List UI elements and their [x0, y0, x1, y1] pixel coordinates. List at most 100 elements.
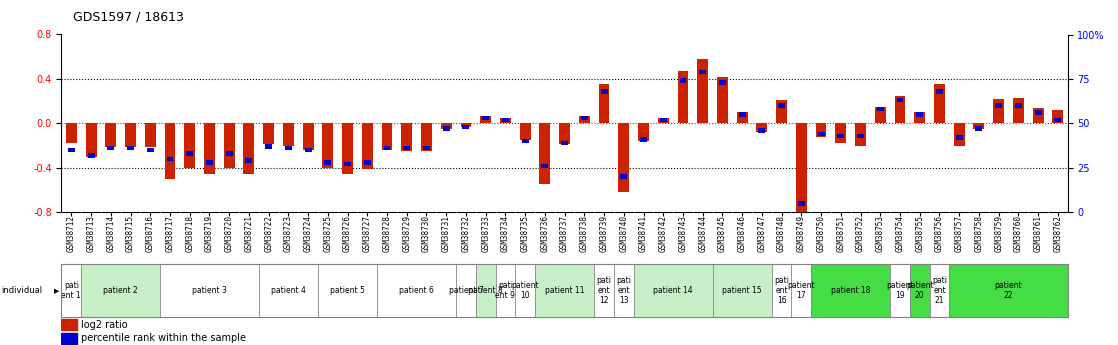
Bar — [776, 100, 787, 124]
Bar — [107, 146, 114, 150]
Text: GSM38723: GSM38723 — [284, 215, 293, 252]
Bar — [342, 124, 353, 175]
Text: log2 ratio: log2 ratio — [82, 319, 127, 329]
Bar — [638, 124, 648, 141]
Bar — [263, 124, 274, 145]
Bar — [1052, 110, 1063, 124]
Text: GSM38720: GSM38720 — [225, 215, 234, 252]
Text: GSM38716: GSM38716 — [145, 215, 154, 252]
Bar — [61, 319, 77, 330]
Text: GSM38739: GSM38739 — [599, 215, 608, 252]
Bar — [614, 264, 634, 317]
Bar — [500, 118, 511, 124]
Text: percentile rank within the sample: percentile rank within the sample — [82, 333, 246, 343]
Bar — [594, 264, 614, 317]
Bar — [502, 118, 509, 122]
Bar — [164, 124, 176, 179]
Bar — [324, 160, 331, 165]
Bar — [495, 264, 515, 317]
Bar — [224, 124, 235, 168]
Bar — [956, 135, 963, 140]
Bar — [304, 148, 312, 152]
Text: GSM38730: GSM38730 — [421, 215, 430, 252]
Bar — [362, 124, 372, 169]
Text: GSM38742: GSM38742 — [659, 215, 667, 252]
Bar — [877, 107, 883, 111]
Text: GSM38736: GSM38736 — [540, 215, 549, 252]
Bar — [717, 77, 728, 124]
Text: GSM38722: GSM38722 — [264, 215, 273, 252]
Bar — [68, 148, 75, 152]
Text: GSM38734: GSM38734 — [501, 215, 510, 252]
Bar — [522, 139, 529, 143]
Bar — [792, 264, 812, 317]
Bar — [858, 134, 864, 138]
Text: pati
ent 9: pati ent 9 — [495, 281, 515, 300]
Text: GSM38746: GSM38746 — [738, 215, 747, 252]
Bar — [146, 148, 153, 152]
Bar — [383, 146, 390, 150]
Text: GSM38756: GSM38756 — [935, 215, 944, 252]
Text: patient 14: patient 14 — [653, 286, 693, 295]
Bar — [719, 80, 726, 85]
Text: GSM38719: GSM38719 — [205, 215, 214, 252]
Text: GSM38735: GSM38735 — [521, 215, 530, 252]
Text: GDS1597 / 18613: GDS1597 / 18613 — [73, 10, 183, 23]
Bar — [600, 89, 607, 93]
Bar — [936, 89, 942, 93]
Bar — [401, 124, 413, 151]
Text: pati
ent
16: pati ent 16 — [774, 276, 789, 305]
Text: GSM38760: GSM38760 — [1014, 215, 1023, 252]
Bar — [579, 116, 590, 124]
Bar — [363, 160, 371, 165]
Text: GSM38752: GSM38752 — [856, 215, 865, 252]
Bar — [949, 264, 1068, 317]
Text: GSM38754: GSM38754 — [896, 215, 904, 252]
Text: patient 5: patient 5 — [330, 286, 364, 295]
Bar — [184, 124, 196, 168]
Bar — [125, 124, 136, 147]
Bar — [816, 124, 826, 137]
Text: patient
20: patient 20 — [906, 281, 934, 300]
Bar — [246, 158, 253, 163]
Text: patient 2: patient 2 — [103, 286, 138, 295]
Text: GSM38715: GSM38715 — [126, 215, 135, 252]
Bar — [344, 162, 351, 166]
Text: GSM38738: GSM38738 — [580, 215, 589, 252]
Text: GSM38753: GSM38753 — [875, 215, 884, 252]
Bar — [771, 264, 792, 317]
Bar — [423, 146, 430, 150]
Bar — [440, 124, 452, 129]
Bar — [798, 201, 805, 206]
Bar — [559, 124, 570, 145]
Text: GSM38745: GSM38745 — [718, 215, 727, 252]
Text: GSM38757: GSM38757 — [955, 215, 964, 252]
Text: patient
19: patient 19 — [887, 281, 913, 300]
Bar — [917, 112, 923, 117]
Bar — [205, 124, 215, 175]
Text: GSM38717: GSM38717 — [165, 215, 174, 252]
Text: pati
ent
21: pati ent 21 — [932, 276, 947, 305]
Bar — [463, 125, 470, 129]
Bar — [1013, 98, 1024, 124]
Text: GSM38724: GSM38724 — [304, 215, 313, 252]
Text: GSM38733: GSM38733 — [481, 215, 490, 252]
Bar — [639, 137, 647, 141]
Bar — [757, 124, 767, 132]
Text: patient 8: patient 8 — [468, 286, 503, 295]
Bar — [758, 128, 766, 133]
Bar — [105, 124, 116, 147]
Text: ▶: ▶ — [54, 288, 59, 294]
Bar — [739, 112, 746, 117]
Text: patient 4: patient 4 — [271, 286, 306, 295]
Bar — [536, 264, 594, 317]
Text: GSM38741: GSM38741 — [639, 215, 648, 252]
Bar — [712, 264, 771, 317]
Bar — [87, 153, 95, 158]
Bar — [1015, 104, 1022, 108]
Bar — [837, 134, 844, 138]
Text: GSM38759: GSM38759 — [994, 215, 1003, 252]
Bar — [515, 264, 536, 317]
Bar — [897, 98, 903, 102]
Bar — [620, 175, 627, 179]
